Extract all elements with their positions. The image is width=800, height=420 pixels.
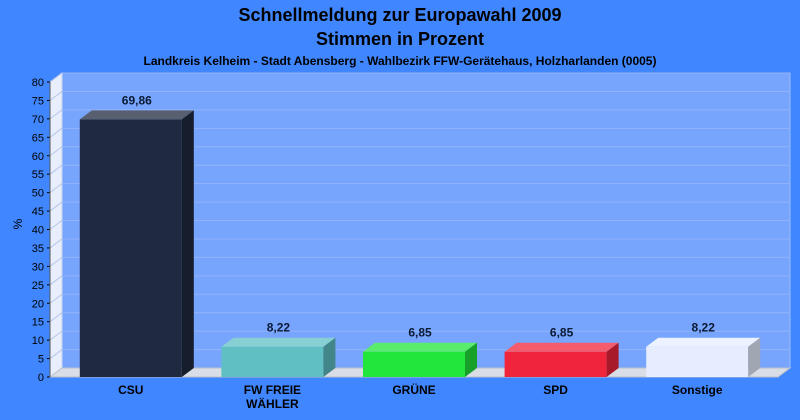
bar-side bbox=[606, 342, 619, 377]
gridline-side bbox=[49, 72, 63, 83]
x-tick-label: CSU bbox=[118, 383, 143, 397]
chart-subtitle-line: Stimmen in Prozent bbox=[315, 29, 485, 49]
gridline-side bbox=[49, 238, 63, 249]
chart-subtitle: Landkreis Kelheim - Stadt Abensberg - Wa… bbox=[143, 54, 657, 68]
y-axis-label: % bbox=[11, 218, 25, 229]
chart-title: Schnellmeldung zur Europawahl 2009 bbox=[238, 5, 562, 25]
data-label: 8,22 bbox=[267, 321, 291, 335]
y-tick-label: 50 bbox=[32, 188, 44, 200]
gridline-side bbox=[49, 349, 63, 359]
y-tick-label: 45 bbox=[32, 206, 44, 218]
y-tick-label: 30 bbox=[32, 261, 44, 273]
bar bbox=[646, 346, 749, 377]
bar-top bbox=[504, 342, 619, 352]
y-tick-label: 0 bbox=[38, 372, 44, 384]
x-tick-label: WÄHLER bbox=[246, 396, 299, 411]
y-tick-label: 5 bbox=[38, 354, 44, 366]
y-tick-label: 20 bbox=[32, 298, 44, 310]
data-label: 6,85 bbox=[550, 326, 574, 340]
y-tick-label: 55 bbox=[32, 169, 44, 181]
gridline-side bbox=[49, 183, 63, 194]
bar-top bbox=[221, 337, 336, 347]
gridline-side bbox=[49, 146, 63, 157]
bar-top bbox=[79, 110, 194, 120]
bar-side bbox=[181, 110, 194, 378]
gridline-side bbox=[49, 164, 63, 175]
gridline-side bbox=[49, 293, 63, 304]
y-tick-label: 65 bbox=[32, 132, 44, 144]
data-label: 69,86 bbox=[122, 93, 152, 107]
bar-side bbox=[748, 337, 761, 377]
x-tick-label: Sonstige bbox=[672, 383, 723, 397]
y-tick-label: 60 bbox=[32, 151, 44, 163]
plot-area: 0 5 10 15 20 25 30 35 40 45 50 55 60 65 70 75 80 69,86 CSU… bbox=[32, 72, 792, 411]
gridline-side bbox=[49, 109, 63, 120]
y-tick-label: 15 bbox=[32, 317, 44, 329]
bar bbox=[221, 346, 324, 377]
y-tick-label: 70 bbox=[32, 114, 44, 126]
y-tick-label: 10 bbox=[32, 335, 44, 347]
bar-side bbox=[323, 337, 336, 377]
y-tick-label: 80 bbox=[32, 77, 44, 89]
bar bbox=[79, 119, 182, 378]
gridline-side bbox=[49, 256, 63, 267]
gridline-side bbox=[49, 91, 63, 101]
y-tick-label: 25 bbox=[32, 280, 44, 292]
bar-side bbox=[465, 342, 477, 377]
bar-top bbox=[363, 342, 477, 352]
x-tick-label: FW FREIE bbox=[244, 383, 301, 397]
gridline-side bbox=[49, 220, 63, 230]
gridline-side bbox=[49, 127, 63, 138]
gridline-side bbox=[49, 275, 63, 286]
data-label: 6,85 bbox=[408, 326, 432, 340]
gridline-side bbox=[49, 312, 63, 323]
bar-top bbox=[646, 337, 761, 347]
y-tick-label: 75 bbox=[32, 95, 44, 107]
data-label: 8,22 bbox=[692, 321, 716, 335]
bar bbox=[504, 351, 607, 377]
y-tick-label: 40 bbox=[32, 225, 44, 237]
gridline-side bbox=[49, 201, 63, 212]
x-tick-label: SPD bbox=[543, 383, 568, 397]
y-tick-label: 35 bbox=[32, 243, 44, 255]
bar bbox=[363, 351, 465, 377]
gridline-side bbox=[49, 330, 63, 341]
x-tick-label: GRÜNE bbox=[392, 382, 435, 397]
